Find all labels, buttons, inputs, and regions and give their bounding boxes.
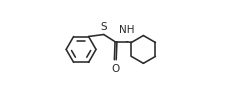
Text: S: S <box>100 22 107 32</box>
Text: O: O <box>111 64 119 74</box>
Text: NH: NH <box>119 25 135 35</box>
